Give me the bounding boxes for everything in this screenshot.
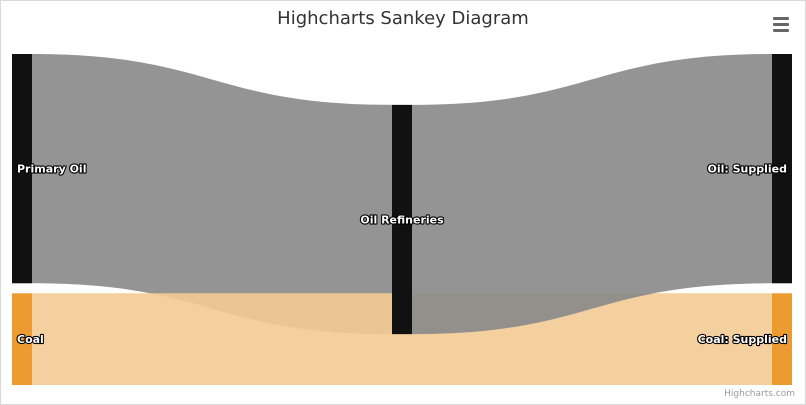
node-label-coal: Coal	[17, 333, 44, 346]
node-oil-refineries[interactable]	[392, 104, 412, 335]
node-coal-supplied[interactable]	[772, 293, 792, 385]
link-oil-refineries-to-oil-supplied[interactable]	[412, 54, 772, 335]
credits-link[interactable]: Highcharts.com	[724, 389, 795, 399]
menu-icon-bar	[773, 17, 789, 20]
node-label-primary-oil: Primary Oil	[17, 163, 86, 176]
chart-title: Highcharts Sankey Diagram	[277, 8, 529, 29]
node-primary-oil[interactable]	[12, 54, 32, 284]
link-coal-to-coal-supplied[interactable]	[32, 293, 772, 385]
node-label-coal-supplied: Coal: Supplied	[698, 333, 787, 346]
menu-icon-bar	[773, 23, 789, 26]
nodes-layer	[12, 54, 792, 385]
node-oil-supplied[interactable]	[772, 54, 792, 284]
node-label-oil-supplied: Oil: Supplied	[708, 163, 788, 176]
labels-layer: Primary Oil Coal Oil Refineries Oil: Suppli…	[16, 162, 788, 348]
node-coal[interactable]	[12, 293, 32, 385]
menu-icon-bar	[773, 29, 789, 32]
link-primary-oil-to-oil-refineries[interactable]	[32, 54, 392, 335]
node-label-oil-refineries: Oil Refineries	[360, 214, 444, 227]
hamburger-menu-icon[interactable]	[770, 13, 792, 35]
links-layer	[32, 54, 772, 385]
